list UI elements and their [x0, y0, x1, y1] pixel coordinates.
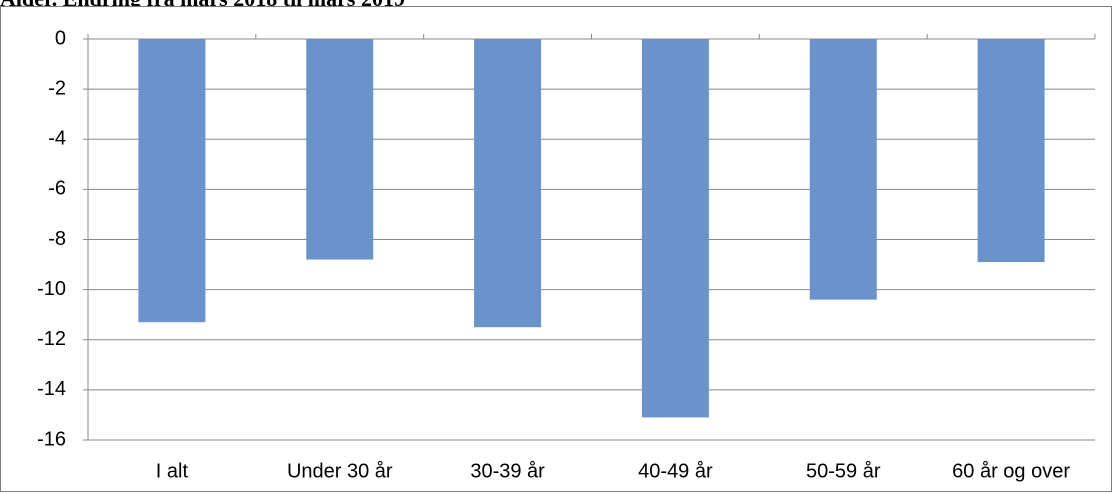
y-tick-label: -14 — [37, 378, 66, 400]
x-tick-label: Under 30 år — [287, 460, 393, 482]
chart-title: Alder. Endring fra mars 2018 til mars 20… — [0, 0, 405, 12]
y-tick-label: -4 — [48, 128, 66, 150]
x-tick-label: 30-39 år — [470, 460, 545, 482]
bar — [977, 39, 1045, 263]
x-tick-label: 40-49 år — [638, 460, 713, 482]
bars — [138, 39, 1045, 418]
y-tick-label: -12 — [37, 328, 66, 350]
y-tick-label: -16 — [37, 428, 66, 450]
x-tick-labels: I alt Under 30 år 30-39 år 40-49 år 50-59 år… — [156, 460, 1071, 482]
y-tick-label: -10 — [37, 278, 66, 300]
x-tick-label: 60 år og over — [952, 460, 1070, 482]
bar — [641, 39, 709, 418]
y-tick-label: -6 — [48, 178, 66, 200]
x-tick-label: I alt — [156, 460, 189, 482]
bar — [138, 39, 206, 323]
y-tick-labels: 0 -2 -4 -6 -8 -10 -12 -14 -16 — [37, 27, 66, 450]
y-tick-label: 0 — [55, 27, 66, 49]
axes — [83, 34, 1096, 441]
gridlines — [88, 88, 1095, 441]
bar — [306, 39, 374, 260]
bar — [809, 39, 877, 300]
x-tick-label: 50-59 år — [806, 460, 881, 482]
y-tick-label: -2 — [48, 77, 66, 99]
bar — [474, 39, 542, 328]
y-tick-label: -8 — [48, 228, 66, 250]
